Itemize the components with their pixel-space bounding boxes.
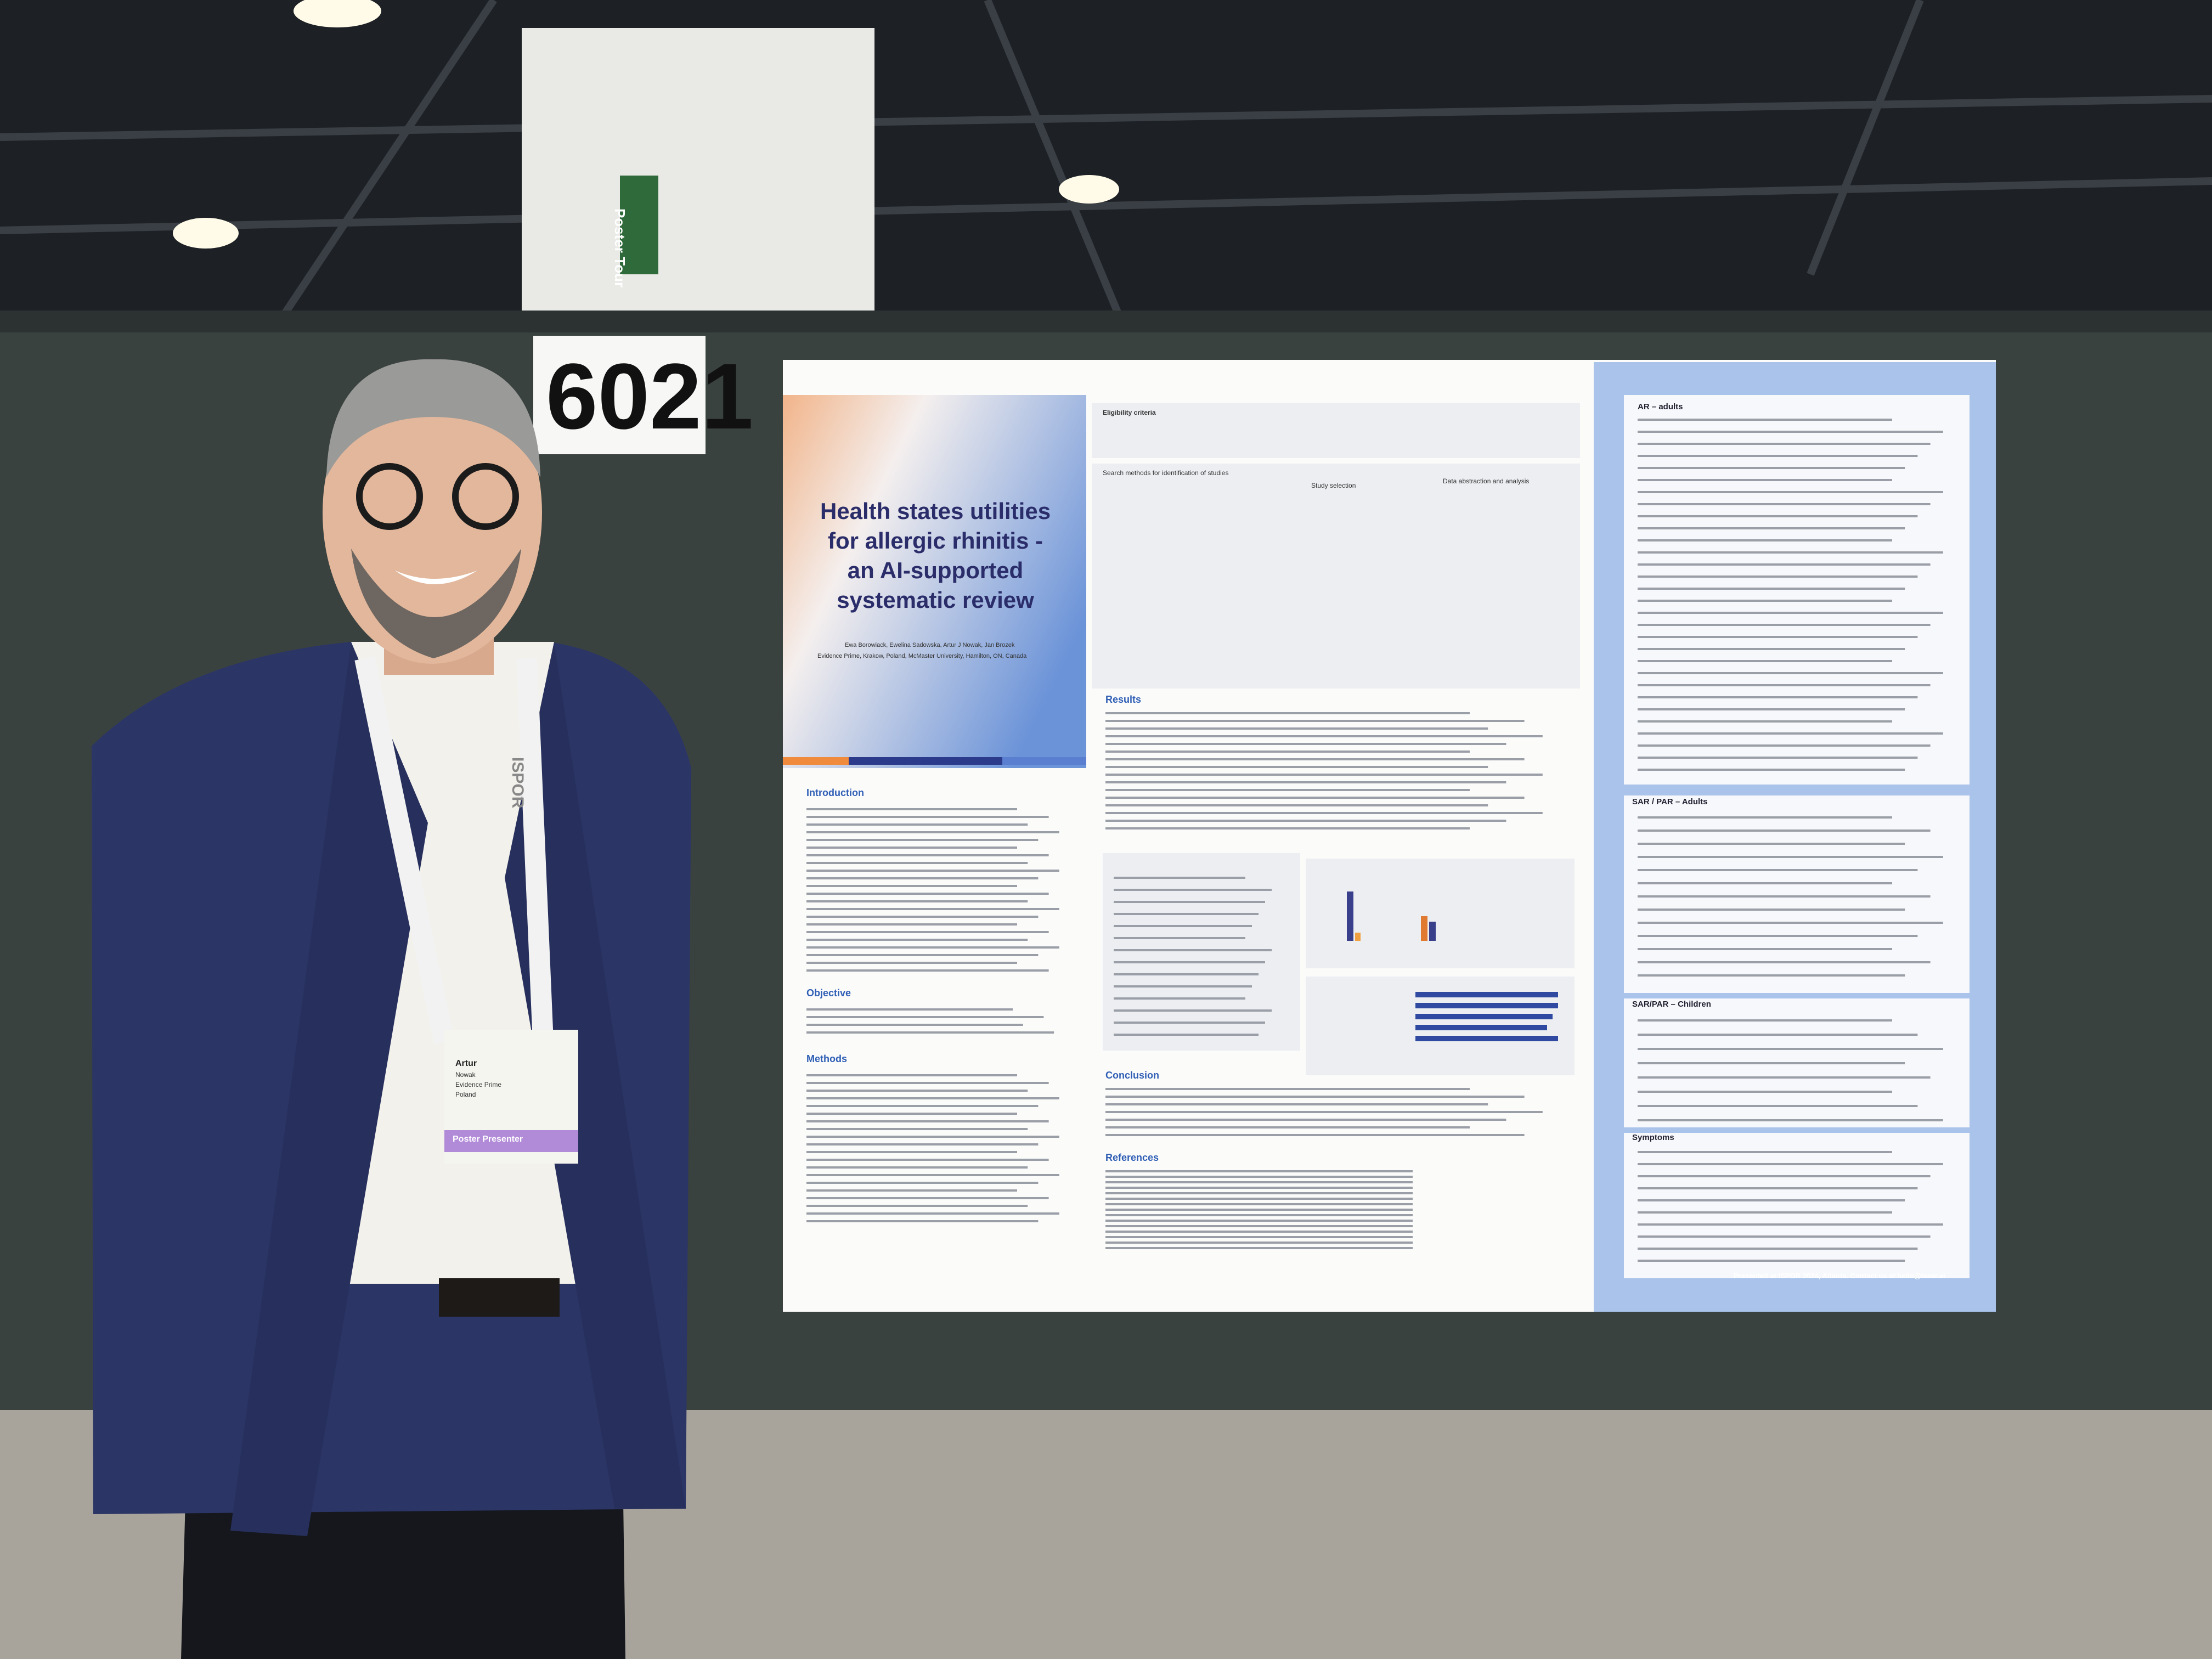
poster-header bbox=[783, 395, 1086, 768]
section-heading: Objective bbox=[806, 988, 851, 998]
poster-title: Health states utilities for allergic rhi… bbox=[798, 496, 1073, 615]
tour-sign-text: Poster Tour bbox=[612, 208, 628, 287]
graph-box bbox=[1306, 859, 1575, 968]
table bbox=[1624, 795, 1970, 993]
graph-bars bbox=[1347, 891, 1436, 941]
badge-role: Poster Presenter bbox=[453, 1135, 523, 1144]
characteristics-box bbox=[1103, 853, 1300, 1051]
section-heading: References bbox=[1105, 1152, 1159, 1163]
flow-heading: Eligibility criteria bbox=[1103, 409, 1156, 416]
table-title: SAR/PAR – Children bbox=[1632, 1000, 1711, 1009]
flow-heading: Study selection bbox=[1311, 482, 1356, 489]
booth-sign bbox=[533, 336, 706, 454]
text-lines bbox=[806, 419, 1943, 1262]
poster-footer: Presented at ISPOR 2024, Atlanta. Contac… bbox=[1734, 1272, 1945, 1280]
wall-column bbox=[522, 28, 874, 313]
flow-diagram bbox=[1092, 464, 1580, 689]
band bbox=[849, 757, 1002, 765]
section-heading: Introduction bbox=[806, 787, 864, 798]
badge-country: Poland bbox=[455, 1091, 476, 1098]
band bbox=[783, 757, 849, 765]
table-title: AR – adults bbox=[1638, 402, 1683, 411]
authors: Ewa Borowiack, Ewelina Sadowska, Artur J… bbox=[845, 642, 1015, 648]
lanyard-text: ISPOR bbox=[509, 757, 527, 809]
ceiling-light bbox=[1059, 175, 1119, 204]
flow-heading: Search methods for identification of stu… bbox=[1103, 469, 1229, 477]
section-heading: Conclusion bbox=[1105, 1070, 1159, 1081]
ceiling-light bbox=[173, 218, 239, 249]
badge-first-name: Artur bbox=[455, 1059, 477, 1068]
affiliation: Evidence Prime, Krakow, Poland, McMaster… bbox=[817, 653, 1027, 659]
ceiling-light bbox=[294, 0, 381, 27]
table-title: Symptoms bbox=[1632, 1133, 1674, 1142]
eligibility-box bbox=[1092, 403, 1580, 458]
badge-last-name: Nowak bbox=[455, 1071, 476, 1079]
title-line: for allergic rhinitis - bbox=[827, 528, 1043, 554]
person bbox=[92, 359, 691, 1659]
tour-sign bbox=[620, 176, 658, 274]
appraisal-bars bbox=[1415, 992, 1558, 1041]
board-top bbox=[0, 311, 2212, 332]
title-line: an AI-supported bbox=[847, 557, 1024, 583]
title-line: Health states utilities bbox=[820, 498, 1051, 524]
section-heading: Results bbox=[1105, 694, 1142, 705]
flow-heading: Data abstraction and analysis bbox=[1443, 477, 1530, 485]
table-title: SAR / PAR – Adults bbox=[1632, 797, 1708, 806]
badge-organization: Evidence Prime bbox=[455, 1081, 502, 1088]
ceiling-beams bbox=[0, 0, 2212, 331]
section-heading: Methods bbox=[806, 1053, 847, 1064]
table bbox=[1624, 1133, 1970, 1278]
ceiling bbox=[0, 0, 2212, 329]
band bbox=[1002, 757, 1086, 765]
title-line: systematic review bbox=[837, 587, 1034, 613]
booth-number: 6021 bbox=[546, 345, 754, 449]
